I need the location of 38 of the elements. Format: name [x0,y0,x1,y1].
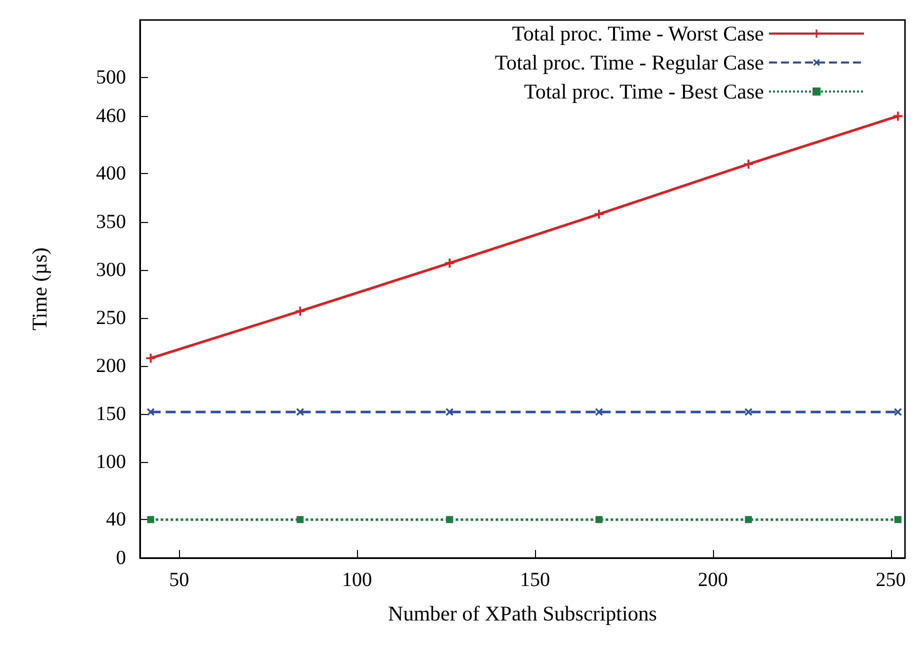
legend-label: Total proc. Time - Best Case [524,80,764,104]
x-tick-label: 50 [169,569,190,591]
point [296,306,305,316]
point [894,408,902,416]
point [446,516,454,524]
y-tick-label: 300 [96,258,126,281]
point [146,408,154,416]
point [445,258,454,268]
point [594,210,604,219]
point [893,112,902,121]
point [595,408,603,416]
y-tick-label: 0 [116,547,126,569]
point [147,516,154,524]
x-tick-label: 100 [342,569,372,591]
y-tick-label: 500 [96,66,126,89]
legend-label: Total proc. Time - Worst Case [512,22,764,46]
point [296,408,304,416]
point [446,408,454,416]
x-tick-label: 200 [698,569,728,591]
y-tick-label: 400 [96,162,126,185]
point [744,516,752,524]
y-tick-label: 150 [96,402,126,425]
legend-label: Total proc. Time - Regular Case [494,50,764,74]
point [744,160,753,169]
y-tick-label: 200 [96,354,126,377]
y-tick-label: 250 [96,306,126,329]
point [596,516,602,524]
x-tick-label: 250 [876,569,906,591]
point [894,516,902,524]
y-axis-title: Time (µs) [28,247,52,331]
y-tick-label: 460 [96,105,126,128]
x-tick-label: 150 [520,569,550,591]
x-axis-title: Number of XPath Subscriptions [388,602,657,626]
point [744,408,752,416]
point [296,516,304,524]
y-tick-label: 40 [106,508,126,531]
y-tick-label: 350 [96,210,126,233]
y-tick-label: 100 [96,450,126,473]
